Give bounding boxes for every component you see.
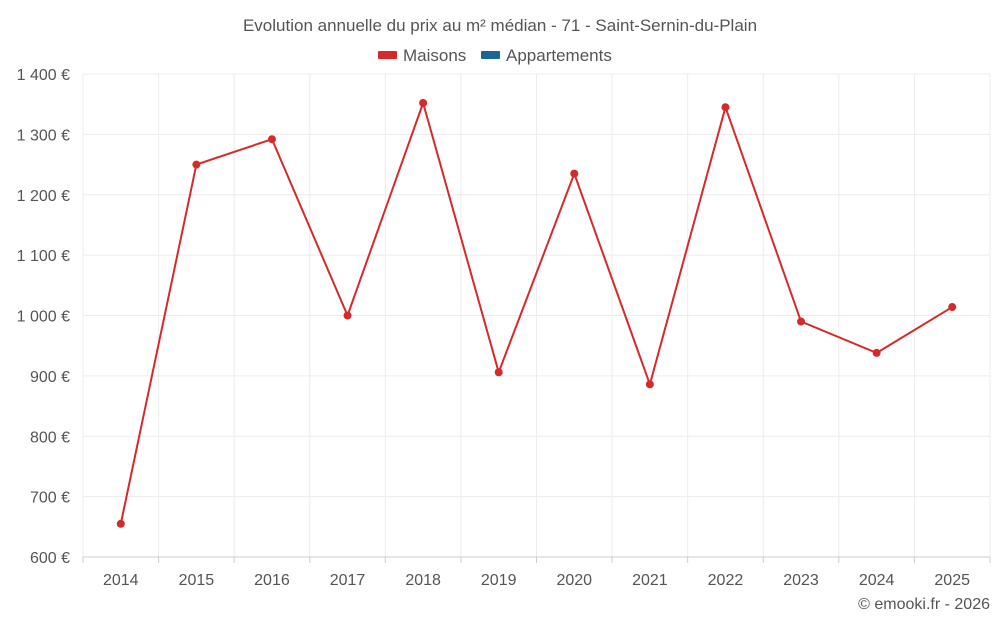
series-line-maisons [119, 99, 953, 524]
data-point[interactable] [872, 348, 881, 357]
data-point[interactable] [267, 135, 276, 144]
data-point[interactable] [721, 103, 730, 112]
data-point[interactable] [494, 368, 503, 377]
x-tick-label: 2016 [254, 572, 290, 589]
y-tick-label: 1 400 € [17, 67, 70, 84]
credit-text: © emooki.fr - 2026 [858, 596, 990, 613]
data-point[interactable] [419, 98, 428, 107]
legend-label-appartements: Appartements [506, 46, 612, 65]
y-axis-ticks: 1 400 € 1 300 € 1 200 € 1 100 € 1 000 € 900 €… [17, 67, 70, 567]
chart-title: Evolution annuelle du prix au m² médian … [243, 16, 757, 35]
x-tick-label: 2015 [179, 572, 215, 589]
data-point[interactable] [116, 519, 125, 528]
legend-swatch-maisons [378, 51, 397, 59]
series [116, 98, 957, 528]
y-tick-label: 1 100 € [17, 248, 70, 265]
data-point[interactable] [192, 160, 201, 169]
legend-item-appartements[interactable]: Appartements [481, 46, 612, 65]
data-point[interactable] [343, 311, 352, 320]
data-point[interactable] [645, 380, 654, 389]
x-tick-label: 2021 [632, 572, 668, 589]
x-tick-label: 2017 [330, 572, 366, 589]
y-tick-label: 900 € [30, 369, 70, 386]
x-tick-label: 2024 [859, 572, 895, 589]
x-tick-label: 2014 [103, 572, 139, 589]
axes [82, 556, 991, 563]
y-tick-label: 1 200 € [17, 188, 70, 205]
y-tick-label: 1 000 € [17, 309, 70, 326]
data-point[interactable] [797, 317, 806, 326]
x-tick-label: 2018 [405, 572, 441, 589]
y-tick-label: 800 € [30, 429, 70, 446]
x-axis-ticks: 2014 2015 2016 2017 2018 2019 2020 2021 2022 2023… [103, 572, 970, 589]
legend-label-maisons: Maisons [403, 46, 466, 65]
x-tick-label: 2022 [708, 572, 744, 589]
y-tick-label: 1 300 € [17, 127, 70, 144]
legend-item-maisons[interactable]: Maisons [378, 46, 466, 65]
y-tick-label: 600 € [30, 550, 70, 567]
legend-swatch-appartements [481, 51, 500, 59]
legend: Maisons Appartements [378, 46, 612, 65]
x-tick-label: 2019 [481, 572, 517, 589]
x-tick-label: 2025 [934, 572, 970, 589]
x-tick-label: 2023 [783, 572, 819, 589]
y-tick-label: 700 € [30, 490, 70, 507]
grid [82, 73, 991, 557]
x-tick-label: 2020 [556, 572, 592, 589]
data-point[interactable] [570, 169, 579, 178]
data-point[interactable] [948, 303, 957, 312]
